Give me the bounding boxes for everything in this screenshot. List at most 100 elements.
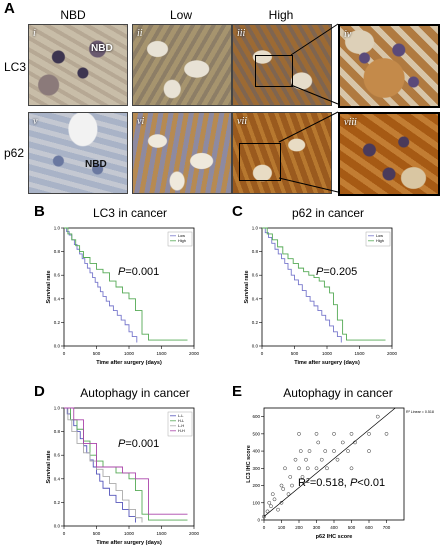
tile-tag-vii: vii xyxy=(237,116,247,127)
chart-e-x-axis-label: p62 IHC score xyxy=(316,534,353,540)
chart-c-p-symbol: P xyxy=(316,266,324,278)
chart-d-series-h-l-line xyxy=(64,407,188,521)
connector-bottom-1 xyxy=(278,111,339,143)
tile-tag-ii: ii xyxy=(137,28,143,39)
chart-d-y-axis-label: Survival rate xyxy=(46,450,52,483)
chart-e-point xyxy=(269,504,273,509)
chart-e-point xyxy=(384,431,389,436)
chart-d-y-tick-label: 0.2 xyxy=(54,500,61,505)
chart-d-x-tick-label: 1000 xyxy=(124,531,135,536)
chart-e-point xyxy=(279,483,284,488)
chart-c-x-axis-label: Time after surgery (days) xyxy=(294,360,360,366)
chart-e-point xyxy=(293,457,298,462)
chart-e-point xyxy=(340,440,345,445)
column-label-nbd: NBD xyxy=(60,8,86,22)
chart-e-point xyxy=(314,466,319,471)
chart-e-point xyxy=(335,457,340,462)
chart-d-series-l-l-line xyxy=(64,407,136,523)
chart-b-x-tick-label: 1000 xyxy=(124,351,135,356)
chart-e-point xyxy=(265,509,270,514)
chart-e-point xyxy=(305,466,310,471)
chart-b-x-axis-label: Time after surgery (days) xyxy=(96,360,162,366)
chart-e-x-tick-label: 700 xyxy=(383,525,391,530)
micro-tile-i: i NBD xyxy=(28,24,128,106)
chart-e-point xyxy=(267,500,272,505)
chart-e-point xyxy=(290,483,294,488)
chart-e: 0 100 200 300 400 500 600 700 0 100 200 300 400 500 60… xyxy=(246,407,434,540)
chart-e-y-axis-label: LC3 IHC score xyxy=(246,445,252,483)
tile-tag-i: i xyxy=(33,28,36,39)
chart-c-y-tick-label: 0.4 xyxy=(252,296,259,301)
chart-e-point xyxy=(332,449,336,453)
chart-e-r-value: =0.518, xyxy=(310,477,350,489)
chart-e-plot-frame xyxy=(263,407,405,521)
panel-letter-a: A xyxy=(4,0,15,17)
chart-c-y-tick-label: 0.2 xyxy=(252,320,259,325)
chart-e-point xyxy=(270,492,275,497)
nbd-label-bottom: NBD xyxy=(85,159,107,170)
micro-tile-vii: vii xyxy=(232,112,332,194)
chart-e-y-tick-label: 200 xyxy=(252,483,260,488)
chart-e-point xyxy=(272,497,277,502)
panel-letter-b: B xyxy=(34,203,45,220)
panel-letter-c: C xyxy=(232,203,243,220)
chart-c-x-tick-label: 500 xyxy=(291,351,299,356)
chart-e-point xyxy=(276,507,280,512)
connector-top-1 xyxy=(290,23,339,56)
chart-c-y-tick-label: 0.8 xyxy=(252,249,259,254)
chart-e-x-tick-label: 0 xyxy=(263,525,266,530)
chart-b-x-tick-label: 1500 xyxy=(156,351,167,356)
chart-c-y-tick-label: 0.6 xyxy=(252,273,259,278)
column-label-low: Low xyxy=(169,8,192,22)
chart-e-point xyxy=(375,414,380,419)
micro-tile-ii: ii xyxy=(132,24,232,106)
chart-e-point xyxy=(298,449,303,453)
tile-tag-vi: vi xyxy=(137,116,145,127)
chart-c-series-low-line xyxy=(262,227,342,343)
tile-tag-iii: iii xyxy=(237,28,246,39)
chart-d-x-tick-label: 500 xyxy=(93,531,101,536)
chart-e-y-tick-label: 100 xyxy=(252,500,260,505)
panel-letter-d: D xyxy=(34,383,45,400)
chart-e-y-tick-label: 500 xyxy=(252,431,260,436)
chart-e-point xyxy=(279,500,284,505)
chart-b-y-axis-label: Survival rate xyxy=(46,270,52,303)
chart-e-point xyxy=(349,466,354,471)
connector-bottom-2 xyxy=(278,177,339,193)
chart-e-p-symbol: P xyxy=(350,477,358,489)
chart-e-legend-label: R² Linear = 0.518 xyxy=(406,410,434,414)
micro-tile-v: v NBD xyxy=(28,112,128,194)
chart-b-x-tick-label: 2000 xyxy=(189,351,200,356)
chart-c-y-axis-label: Survival rate xyxy=(244,270,250,303)
chart-b-legend-label: High xyxy=(178,239,186,243)
chart-c-x-tick-label: 1500 xyxy=(354,351,365,356)
chart-e-point xyxy=(307,449,312,453)
row-label-lc3: LC3 xyxy=(4,60,27,74)
chart-d-legend-label: L-L xyxy=(178,414,184,418)
chart-d-y-tick-label: 0.4 xyxy=(54,476,61,481)
chart-e-point xyxy=(346,449,350,453)
zoom-box-bottom xyxy=(239,143,281,181)
chart-e-y-tick-label: 600 xyxy=(252,414,260,419)
chart-e-x-tick-label: 300 xyxy=(313,525,321,530)
chart-b-y-tick-label: 0.4 xyxy=(54,296,61,301)
chart-d-legend-label: H-H xyxy=(178,429,185,433)
chart-d-series-l-h-line xyxy=(64,407,143,523)
tile-tag-iv: iv xyxy=(344,29,352,40)
chart-c-p-value-annotation: P=0.205 xyxy=(316,266,357,278)
chart-e-r-symbol: R xyxy=(298,477,306,489)
chart-b-x-tick-label: 500 xyxy=(93,351,101,356)
chart-e-point xyxy=(297,431,301,436)
chart-c-series-high-line xyxy=(262,227,386,341)
chart-c-x-tick-label: 1000 xyxy=(322,351,333,356)
chart-b-y-tick-label: 1.0 xyxy=(54,226,61,231)
zoom-connectors xyxy=(278,23,339,193)
chart-d-legend-label: L-H xyxy=(178,424,184,428)
chart-d-y-tick-label: 0.8 xyxy=(54,429,61,434)
chart-c-legend-label: High xyxy=(376,239,384,243)
chart-e-point xyxy=(297,466,301,471)
chart-d-x-tick-label: 1500 xyxy=(156,531,167,536)
chart-e-y-tick-label: 300 xyxy=(252,466,260,471)
chart-e-point xyxy=(314,431,319,436)
chart-b-legend-label: Low xyxy=(178,234,185,238)
